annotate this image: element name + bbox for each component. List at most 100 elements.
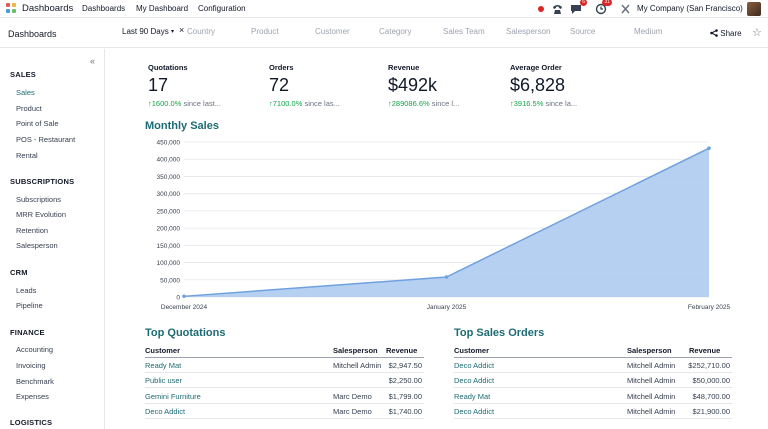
activity-clock-icon[interactable]: 31 <box>595 0 612 16</box>
collapse-sidebar-icon[interactable]: « <box>90 56 96 66</box>
col-customer[interactable]: Customer <box>145 346 181 355</box>
filter-medium[interactable]: Medium <box>634 27 663 36</box>
kpi-delta-suffix: since l... <box>431 99 460 108</box>
sidebar-item-pipeline[interactable]: Pipeline <box>16 301 43 310</box>
cell-customer[interactable]: Deco Addict <box>145 407 186 416</box>
cell-revenue: $252,710.00 <box>688 361 730 370</box>
sidebar-item-product[interactable]: Product <box>16 104 42 113</box>
table-row[interactable]: Ready Mat Mitchell Admin $2,947.50 <box>145 359 424 373</box>
kpi-revenue[interactable]: Revenue $492k ↑289086.6% since l... <box>388 63 459 108</box>
kpi-delta: ↑7100.0% since las... <box>269 99 340 108</box>
cell-revenue: $1,799.00 <box>388 392 422 401</box>
cell-salesperson: Marc Demo <box>333 392 372 401</box>
kpi-average-order[interactable]: Average Order $6,828 ↑3916.5% since la..… <box>510 63 577 108</box>
kpi-delta-percent: ↑7100.0% <box>269 99 303 108</box>
table-header: Customer Salesperson Revenue <box>145 344 424 358</box>
cell-revenue: $50,000.00 <box>692 376 730 385</box>
sidebar-item-sales[interactable]: Sales <box>16 88 35 97</box>
data-point <box>707 146 711 150</box>
cell-customer[interactable]: Deco Addict <box>454 407 495 416</box>
filter-country[interactable]: Country <box>187 27 216 36</box>
cell-salesperson: Mitchell Admin <box>627 392 676 401</box>
sidebar-item-salesperson[interactable]: Salesperson <box>16 241 58 250</box>
cell-customer[interactable]: Public user <box>145 376 183 385</box>
table-row[interactable]: Public user $2,250.00 <box>145 374 424 388</box>
kpi-label: Orders <box>269 63 294 72</box>
kpi-orders[interactable]: Orders 72 ↑7100.0% since las... <box>269 63 340 108</box>
messages-icon[interactable]: 6 <box>570 0 587 16</box>
cell-revenue: $48,700.00 <box>692 392 730 401</box>
filter-category[interactable]: Category <box>379 27 412 36</box>
section-crm: CRM <box>10 268 28 277</box>
clear-filter-icon[interactable]: × <box>179 25 185 35</box>
sidebar-item-invoicing[interactable]: Invoicing <box>16 361 46 370</box>
col-customer[interactable]: Customer <box>454 346 490 355</box>
table-row[interactable]: Gemini Furniture Marc Demo $1,799.00 <box>145 390 424 404</box>
y-tick-label: 350,000 <box>157 174 181 181</box>
date-filter[interactable]: Last 90 Days <box>122 27 169 36</box>
sidebar-item-accounting[interactable]: Accounting <box>16 345 54 354</box>
favorite-star-icon[interactable]: ☆ <box>752 27 762 39</box>
share-button[interactable]: Share <box>710 29 742 38</box>
table-row[interactable]: Deco Addict Mitchell Admin $252,710.00 <box>454 359 732 373</box>
breadcrumb: Dashboards <box>8 29 57 39</box>
sidebar-item-leads[interactable]: Leads <box>16 286 37 295</box>
kpi-value: 17 <box>148 75 169 95</box>
status-dot-icon[interactable] <box>537 2 545 16</box>
sidebar-item-point-of-sale[interactable]: Point of Sale <box>16 119 59 128</box>
user-avatar[interactable] <box>747 2 761 16</box>
kpi-delta: ↑289086.6% since l... <box>388 99 459 108</box>
y-tick-label: 50,000 <box>160 277 180 284</box>
control-panel: Dashboards Last 90 Days ▾ × Country Prod… <box>0 18 768 48</box>
y-tick-label: 450,000 <box>157 140 181 147</box>
table-row[interactable]: Ready Mat Mitchell Admin $48,700.00 <box>454 390 732 404</box>
dashboards-app-icon[interactable] <box>6 3 17 14</box>
sidebar-item-pos-restaurant[interactable]: POS - Restaurant <box>16 135 76 144</box>
menu-configuration[interactable]: Configuration <box>198 4 246 13</box>
col-revenue[interactable]: Revenue <box>386 346 418 355</box>
table-row[interactable]: Deco Addict Marc Demo $1,740.00 <box>145 405 424 419</box>
sidebar-item-subscriptions[interactable]: Subscriptions <box>16 195 62 204</box>
tools-icon[interactable] <box>620 2 631 16</box>
sidebar-item-benchmark[interactable]: Benchmark <box>16 377 54 386</box>
filter-salesperson[interactable]: Salesperson <box>506 27 551 36</box>
cell-customer[interactable]: Ready Mat <box>454 392 491 401</box>
sidebar-item-rental[interactable]: Rental <box>16 151 38 160</box>
menu-my-dashboard[interactable]: My Dashboard <box>136 4 189 13</box>
phone-icon[interactable] <box>552 2 563 16</box>
col-salesperson[interactable]: Salesperson <box>627 346 672 355</box>
cell-salesperson: Marc Demo <box>333 407 372 416</box>
top-sales-orders-title: Top Sales Orders <box>454 327 545 339</box>
company-switcher[interactable]: My Company (San Francisco) <box>637 4 743 13</box>
menu-dashboards[interactable]: Dashboards <box>82 4 126 13</box>
messages-badge: 6 <box>580 0 587 6</box>
kpi-quotations[interactable]: Quotations 17 ↑1600.0% since last... <box>148 63 221 108</box>
table-row[interactable]: Deco Addict Mitchell Admin $50,000.00 <box>454 374 732 388</box>
app-title[interactable]: Dashboards <box>22 3 74 14</box>
data-point <box>444 275 449 279</box>
filter-source[interactable]: Source <box>570 27 596 36</box>
cell-customer[interactable]: Deco Addict <box>454 376 495 385</box>
cell-customer[interactable]: Ready Mat <box>145 361 182 370</box>
dropdown-caret-icon[interactable]: ▾ <box>171 29 175 35</box>
kpi-delta-percent: ↑289086.6% <box>388 99 430 108</box>
col-salesperson[interactable]: Salesperson <box>333 346 378 355</box>
filter-sales-team[interactable]: Sales Team <box>443 27 485 36</box>
share-icon <box>710 29 718 37</box>
monthly-sales-chart[interactable]: 0 50,000 100,000 150,000 200,000 250,000 300,0… <box>144 134 734 314</box>
x-tick-label: December 2024 <box>161 304 208 311</box>
sidebar-item-retention[interactable]: Retention <box>16 226 49 235</box>
y-tick-label: 400,000 <box>157 157 181 164</box>
monthly-sales-title: Monthly Sales <box>145 120 219 132</box>
cell-customer[interactable]: Gemini Furniture <box>145 392 201 401</box>
filter-product[interactable]: Product <box>251 27 279 36</box>
cell-customer[interactable]: Deco Addict <box>454 361 495 370</box>
sidebar-item-mrr-evolution[interactable]: MRR Evolution <box>16 210 67 219</box>
sidebar-item-expenses[interactable]: Expenses <box>16 392 49 401</box>
col-revenue[interactable]: Revenue <box>689 346 721 355</box>
table-row[interactable]: Deco Addict Mitchell Admin $21,900.00 <box>454 405 732 419</box>
cell-revenue: $21,900.00 <box>692 407 730 416</box>
filter-customer[interactable]: Customer <box>315 27 350 36</box>
kpi-delta: ↑3916.5% since la... <box>510 99 577 108</box>
share-label: Share <box>720 29 742 38</box>
